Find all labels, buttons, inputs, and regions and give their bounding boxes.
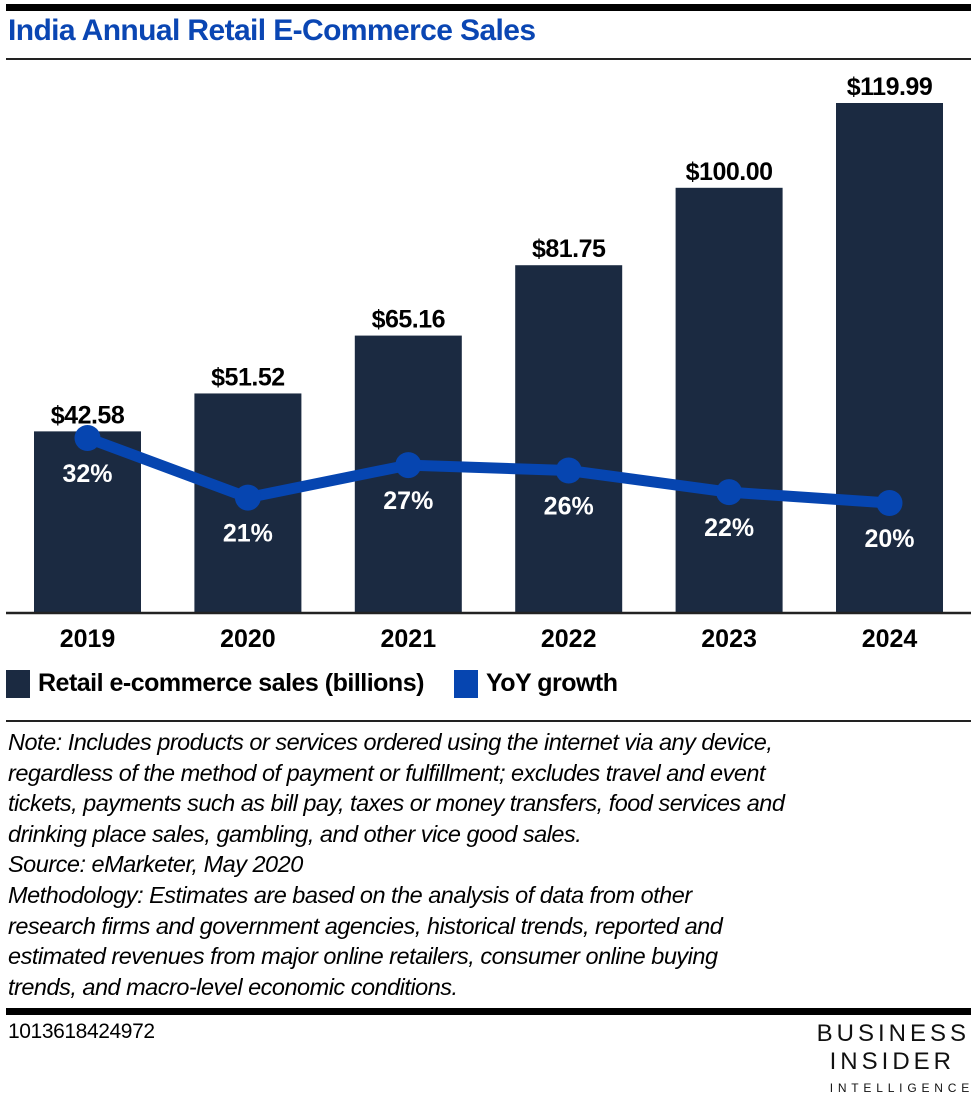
yoy-value-label: 21% (223, 520, 273, 548)
logo-line-business: BUSINESS (816, 1020, 970, 1047)
logo-line-insider: INSIDER (829, 1048, 955, 1075)
note-line: regardless of the method of payment or f… (8, 759, 766, 786)
yoy-point-2019 (74, 425, 101, 451)
methodology-line: research firms and government agencies, … (8, 912, 723, 939)
bar-value-label: $119.99 (847, 73, 933, 101)
yoy-value-label: 32% (62, 460, 112, 488)
bar-2022 (515, 265, 623, 612)
bar-value-label: $42.58 (51, 401, 125, 429)
x-tick-label: 2022 (541, 625, 597, 653)
x-tick-label: 2020 (220, 625, 276, 653)
yoy-value-label: 27% (383, 487, 433, 515)
bottom-rule (6, 1008, 971, 1015)
legend-label-sales: Retail e-commerce sales (billions) (38, 669, 424, 697)
legend-swatch-growth (453, 669, 478, 698)
bar-2023 (675, 187, 783, 613)
x-tick-label: 2023 (701, 625, 757, 653)
legend-swatch-sales (6, 669, 30, 698)
bar-value-label: $81.75 (532, 235, 606, 263)
logo-line-intelligence: INTELLIGENCE (829, 1081, 974, 1095)
methodology-line: trends, and macro-level economic conditi… (8, 973, 458, 1000)
chart-area: $42.58 2019 $51.52 2020 $65.16 2021 $81.75 2022… (6, 73, 971, 653)
title-divider (6, 58, 971, 60)
bar-value-label: $51.52 (211, 363, 284, 391)
yoy-value-label: 26% (544, 493, 594, 521)
x-tick-label: 2024 (862, 625, 918, 653)
note-line: tickets, payments such as bill pay, taxe… (8, 790, 785, 817)
notes-block: Note: Includes products or services orde… (8, 727, 973, 1002)
chart-title: India Annual Retail E-Commerce Sales (8, 14, 536, 47)
legend-item-growth: YoY growth (453, 669, 618, 698)
yoy-point-2024 (876, 490, 903, 516)
bar-value-label: $100.00 (686, 158, 773, 186)
bar-2024 (836, 103, 943, 612)
legend-item-sales: Retail e-commerce sales (billions) (6, 669, 424, 698)
source-line: Source: eMarketer, May 2020 (8, 851, 303, 878)
line-layer (74, 425, 903, 516)
bars-layer (34, 103, 943, 613)
legend: Retail e-commerce sales (billions) YoY g… (6, 669, 648, 698)
methodology-line: estimated revenues from major online ret… (8, 943, 718, 970)
notes-divider (6, 720, 971, 722)
bar-2019 (34, 431, 141, 612)
yoy-point-2023 (716, 479, 743, 506)
business-insider-intelligence-logo: BUSINESS INSIDER INTELLIGENCE (817, 1020, 970, 1100)
x-tick-label: 2021 (380, 625, 436, 653)
legend-label-growth: YoY growth (485, 669, 618, 697)
yoy-value-label: 22% (704, 514, 754, 542)
yoy-point-2020 (234, 484, 261, 511)
yoy-point-2021 (395, 452, 422, 479)
top-rule (6, 4, 971, 11)
chart-id: 1013618424972 (8, 1020, 155, 1043)
note-line: Note: Includes products or services orde… (8, 729, 773, 755)
note-line: drinking place sales, gambling, and othe… (8, 820, 582, 847)
yoy-point-2022 (555, 457, 582, 484)
methodology-line: Methodology: Estimates are based on the … (8, 881, 692, 908)
bar-value-label: $65.16 (372, 306, 445, 334)
labels-layer: $42.58 2019 $51.52 2020 $65.16 2021 $81.75 2022… (51, 73, 933, 653)
yoy-value-label: 20% (864, 525, 914, 553)
x-tick-label: 2019 (60, 625, 116, 653)
yoy-growth-line (85, 432, 890, 509)
